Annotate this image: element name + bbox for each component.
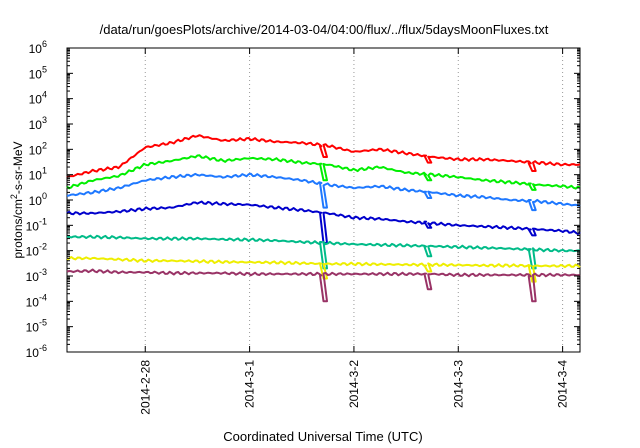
y-tick-exponent: 4 xyxy=(42,90,47,100)
series-line-4 xyxy=(66,200,581,244)
y-tick-label: 100 xyxy=(29,191,47,208)
y-tick-label: 102 xyxy=(29,140,47,157)
y-tick-exponent: 3 xyxy=(42,115,47,125)
series-line-7 xyxy=(66,268,581,303)
y-tick-base: 10 xyxy=(29,42,43,56)
y-tick-label: 106 xyxy=(29,39,47,56)
y-tick-base: 10 xyxy=(26,295,40,309)
y-axis-label: protons/cm2-s-sr-MeV xyxy=(9,141,25,258)
y-tick-exponent: -4 xyxy=(39,292,47,302)
y-axis-label-prefix: protons/cm xyxy=(11,199,25,258)
grid-layer xyxy=(144,48,564,352)
y-tick-base: 10 xyxy=(26,245,40,259)
x-tick-label: 2014-3-1 xyxy=(243,360,257,408)
y-tick-exponent: 6 xyxy=(42,39,47,49)
y-tick-exponent: -1 xyxy=(39,216,47,226)
x-tick-label: 2014-2-28 xyxy=(138,360,152,415)
y-tick-exponent: -3 xyxy=(39,267,47,277)
y-tick-base: 10 xyxy=(29,67,43,81)
y-tick-label: 101 xyxy=(29,166,47,183)
series-line-5 xyxy=(66,234,580,270)
y-tick-label: 10-5 xyxy=(26,318,47,335)
y-tick-label: 105 xyxy=(29,64,47,81)
x-axis-label: Coordinated Universal Time (UTC) xyxy=(223,429,422,444)
x-tick-label: 2014-3-4 xyxy=(556,360,570,408)
y-tick-label: 10-3 xyxy=(26,267,47,284)
y-tick-base: 10 xyxy=(29,93,43,107)
x-tick-label: 2014-3-3 xyxy=(451,360,465,408)
y-tick-base: 10 xyxy=(26,219,40,233)
y-tick-label: 10-4 xyxy=(26,292,47,309)
y-tick-label: 10-6 xyxy=(26,343,47,360)
y-tick-base: 10 xyxy=(29,194,43,208)
y-tick-exponent: -5 xyxy=(39,318,47,328)
y-axis-label-superscript: 2 xyxy=(9,194,19,199)
y-tick-label: 10-1 xyxy=(26,216,47,233)
y-tick-exponent: 1 xyxy=(42,166,47,176)
y-tick-exponent: 5 xyxy=(42,64,47,74)
series-line-6 xyxy=(66,256,581,283)
y-tick-base: 10 xyxy=(29,143,43,157)
y-tick-base: 10 xyxy=(26,346,40,360)
y-tick-label: 103 xyxy=(29,115,47,132)
series-layer xyxy=(66,134,581,303)
series-line-3 xyxy=(66,172,581,212)
y-tick-exponent: -2 xyxy=(39,242,47,252)
y-tick-base: 10 xyxy=(29,169,43,183)
y-tick-base: 10 xyxy=(26,270,40,284)
y-tick-exponent: 2 xyxy=(42,140,47,150)
y-tick-label: 10-2 xyxy=(26,242,47,259)
y-tick-base: 10 xyxy=(29,118,43,132)
y-tick-base: 10 xyxy=(26,321,40,335)
series-line-2 xyxy=(66,154,581,191)
y-tick-exponent: 0 xyxy=(42,191,47,201)
y-tick-exponent: -6 xyxy=(39,343,47,353)
chart-title: /data/run/goesPlots/archive/2014-03-04/0… xyxy=(100,22,549,37)
series-line-1 xyxy=(66,134,581,179)
y-axis-ticks: 10-610-510-410-310-210-11001011021031041… xyxy=(26,39,580,360)
y-axis-label-suffix: -s-sr-MeV xyxy=(11,141,25,194)
x-tick-label: 2014-3-2 xyxy=(347,360,361,408)
x-axis-ticks: 2014-2-28 2014-3-1 2014-3-2 2014-3-3 2014-3-… xyxy=(138,48,570,415)
y-tick-label: 104 xyxy=(29,90,47,107)
